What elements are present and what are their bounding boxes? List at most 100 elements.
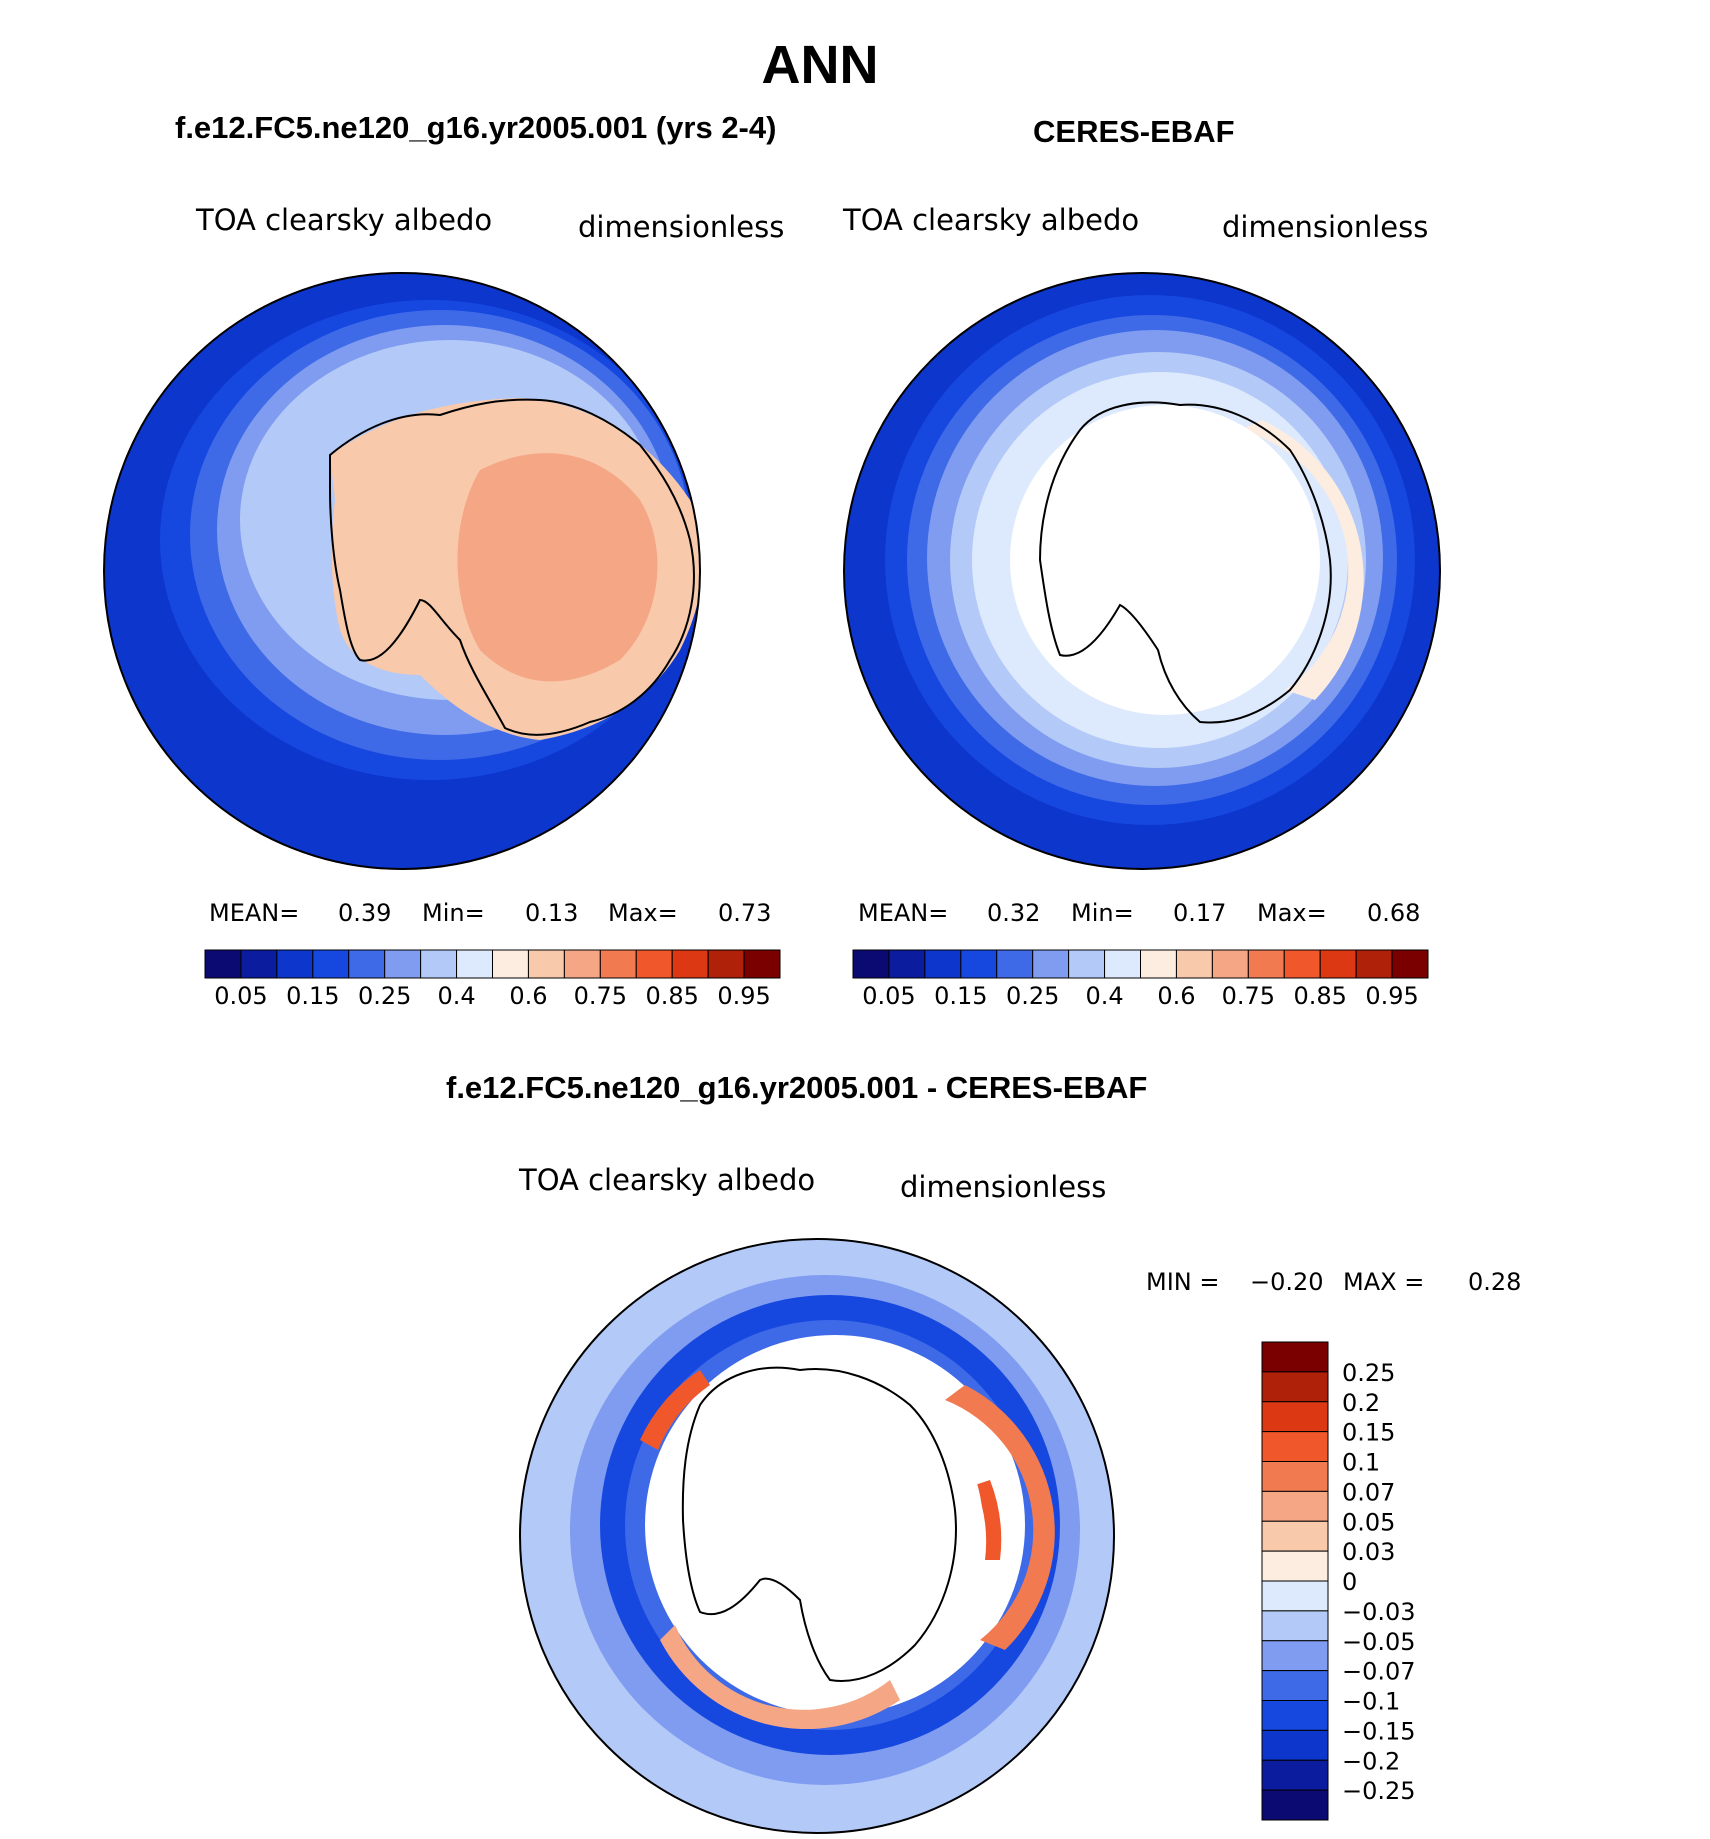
- panel-obs-max-label: Max=: [1257, 899, 1327, 927]
- panel-obs-right-label: dimensionless: [1222, 210, 1428, 244]
- colorbar-swatch: [1319, 949, 1357, 979]
- panel-model-coastline: [329, 398, 695, 736]
- colorbar-swatch: [1175, 949, 1213, 979]
- map-contour-region: [1240, 420, 1364, 700]
- colorbar-tick-label: 0.05: [1342, 1508, 1395, 1536]
- map-contour-region: [640, 1370, 710, 1450]
- colorbar-swatch: [1032, 949, 1070, 979]
- colorbar-swatch: [1261, 1700, 1329, 1731]
- panel-diff-colorbar: 0.250.20.150.10.070.050.030−0.03−0.05−0.…: [1261, 1341, 1416, 1821]
- colorbar-tick-label: 0.4: [437, 982, 475, 1010]
- colorbar-swatch: [384, 949, 422, 979]
- panel-obs-min-value: 0.17: [1173, 899, 1226, 927]
- colorbar-swatch: [960, 949, 998, 979]
- colorbar-swatch: [1261, 1670, 1329, 1701]
- panel-diff-title: f.e12.FC5.ne120_g16.yr2005.001 - CERES-E…: [446, 1070, 1147, 1105]
- colorbar-swatch: [1104, 949, 1141, 979]
- colorbar-tick-label: 0.75: [574, 982, 627, 1010]
- panel-model-mean-value: 0.39: [338, 899, 391, 927]
- colorbar-tick-label: −0.05: [1342, 1628, 1416, 1656]
- colorbar-tick-label: 0.95: [717, 982, 770, 1010]
- colorbar-swatch: [563, 949, 601, 979]
- colorbar-tick-label: −0.2: [1342, 1747, 1400, 1775]
- colorbar-swatch: [1261, 1759, 1329, 1791]
- panel-diff-min-value: −0.20: [1250, 1268, 1324, 1296]
- colorbar-tick-label: −0.1: [1342, 1688, 1400, 1716]
- panel-model-colorbar: 0.05 0.15 0.25 0.4 0.6 0.75 0.85 0.95: [204, 949, 781, 1010]
- panel-model-right-label: dimensionless: [578, 210, 784, 244]
- colorbar-swatch: [1261, 1490, 1329, 1522]
- colorbar-swatch: [312, 949, 350, 979]
- colorbar-swatch: [1261, 1461, 1329, 1492]
- panel-obs-max-value: 0.68: [1367, 899, 1420, 927]
- colorbar-swatch: [852, 949, 890, 979]
- panel-obs-map: [844, 273, 1440, 869]
- panel-diff-right-label: dimensionless: [900, 1170, 1106, 1204]
- colorbar-tick-label: 0.4: [1085, 982, 1123, 1010]
- colorbar-tick-label: −0.15: [1342, 1717, 1416, 1745]
- colorbar-tick-label: 0.85: [645, 982, 698, 1010]
- colorbar-swatch: [348, 949, 386, 979]
- panel-obs-colorbar: 0.05 0.15 0.25 0.4 0.6 0.75 0.85 0.95: [852, 949, 1429, 1010]
- panel-model-left-label: TOA clearsky albedo: [195, 203, 492, 237]
- colorbar-swatch: [527, 949, 565, 979]
- colorbar-tick-label: 0.05: [214, 982, 267, 1010]
- colorbar-swatch: [456, 949, 493, 979]
- colorbar-tick-label: −0.03: [1342, 1598, 1416, 1626]
- panel-model-title: f.e12.FC5.ne120_g16.yr2005.001 (yrs 2-4): [175, 110, 776, 145]
- map-contour-region: [975, 1480, 1002, 1560]
- colorbar-swatch: [1283, 949, 1321, 979]
- colorbar-tick-label: 0.85: [1293, 982, 1346, 1010]
- panel-model-max-label: Max=: [608, 899, 678, 927]
- colorbar-swatch: [924, 949, 962, 979]
- panel-model-map: [104, 273, 700, 869]
- panel-model-min-value: 0.13: [525, 899, 578, 927]
- colorbar-swatch: [1247, 949, 1285, 979]
- colorbar-tick-label: −0.07: [1342, 1658, 1416, 1686]
- colorbar-swatch: [1261, 1401, 1329, 1433]
- colorbar-tick-label: 0.75: [1222, 982, 1275, 1010]
- colorbar-tick-label: 0.15: [1342, 1419, 1395, 1447]
- figure-title: ANN: [761, 35, 879, 95]
- colorbar-swatch: [1261, 1550, 1329, 1582]
- panel-model-max-value: 0.73: [718, 899, 771, 927]
- colorbar-tick-label: 0.95: [1365, 982, 1418, 1010]
- panel-diff-min-label: MIN =: [1146, 1268, 1219, 1296]
- colorbar-swatch: [1261, 1431, 1329, 1462]
- colorbar-swatch: [1068, 949, 1106, 979]
- panel-model-min-label: Min=: [422, 899, 485, 927]
- colorbar-swatch: [599, 949, 637, 979]
- colorbar-tick-label: 0.15: [934, 982, 987, 1010]
- colorbar-tick-label: 0.1: [1342, 1449, 1380, 1477]
- colorbar-swatch: [671, 949, 709, 979]
- colorbar-swatch: [1261, 1341, 1329, 1373]
- colorbar-tick-label: 0.6: [1157, 982, 1195, 1010]
- colorbar-swatch: [1140, 949, 1177, 979]
- colorbar-swatch: [1261, 1580, 1329, 1612]
- colorbar-swatch: [204, 949, 242, 979]
- panel-obs: CERES-EBAF TOA clearsky albedo dimension…: [842, 114, 1441, 1010]
- map-contour-region: [945, 1385, 1055, 1650]
- colorbar-tick-label: 0.05: [862, 982, 915, 1010]
- map-contour-region: [660, 1625, 900, 1730]
- colorbar-swatch: [888, 949, 926, 979]
- colorbar-swatch: [1261, 1729, 1329, 1761]
- colorbar-swatch: [1261, 1520, 1329, 1552]
- panel-obs-left-label: TOA clearsky albedo: [842, 203, 1139, 237]
- colorbar-tick-label: 0.6: [509, 982, 547, 1010]
- colorbar-tick-label: 0.25: [358, 982, 411, 1010]
- map-contour-region: [457, 453, 658, 682]
- panel-model-mean-label: MEAN=: [209, 899, 299, 927]
- colorbar-swatch: [492, 949, 529, 979]
- colorbar-tick-label: 0.2: [1342, 1389, 1380, 1417]
- panel-model: f.e12.FC5.ne120_g16.yr2005.001 (yrs 2-4)…: [103, 110, 784, 1010]
- panel-diff-map-border: [519, 1238, 1115, 1834]
- panel-diff: f.e12.FC5.ne120_g16.yr2005.001 - CERES-E…: [446, 1070, 1521, 1834]
- panel-model-map-border: [103, 272, 701, 870]
- colorbar-swatch: [1355, 949, 1393, 979]
- colorbar-tick-label: 0.25: [1342, 1359, 1395, 1387]
- panel-diff-coastline: [681, 1366, 957, 1682]
- colorbar-swatch: [1391, 949, 1429, 979]
- colorbar-swatch: [743, 949, 781, 979]
